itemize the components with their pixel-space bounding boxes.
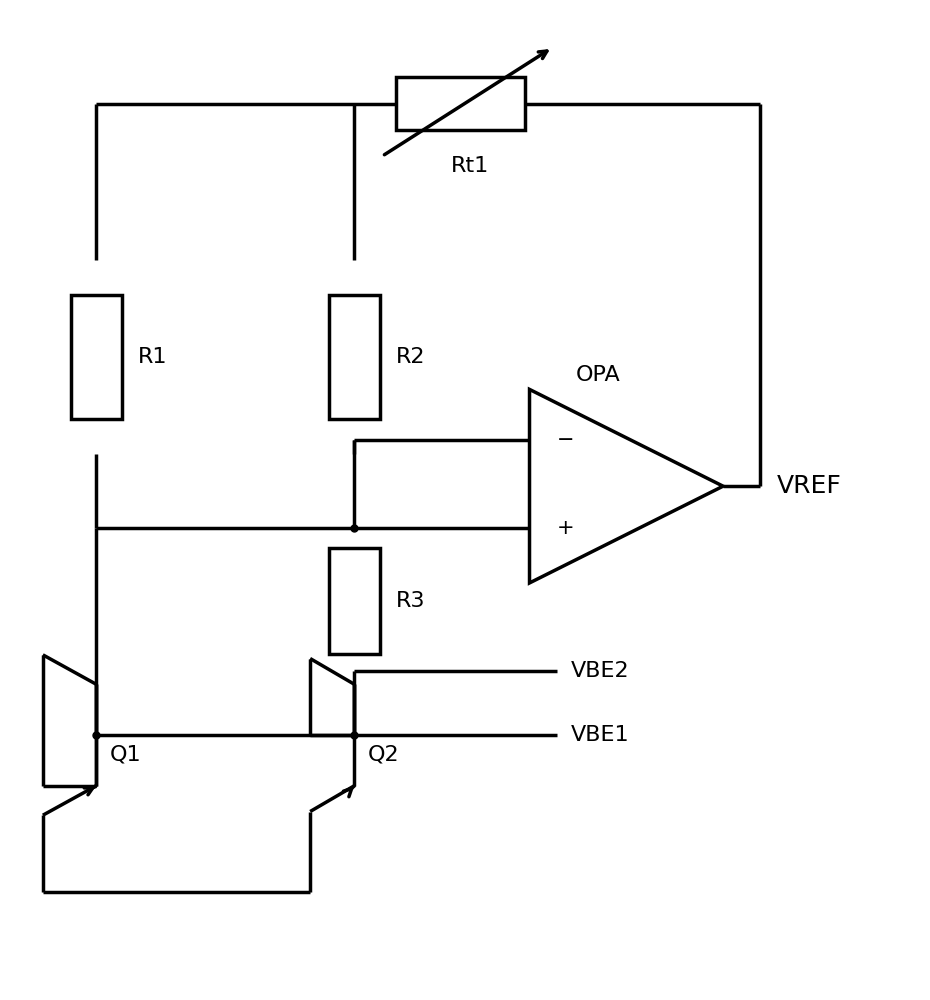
Bar — [329, 295, 379, 419]
Text: Rt1: Rt1 — [450, 156, 489, 176]
Text: R1: R1 — [139, 347, 167, 367]
Text: −: − — [557, 430, 575, 450]
Text: R2: R2 — [396, 347, 426, 367]
Text: VBE1: VBE1 — [571, 725, 630, 745]
Text: VREF: VREF — [777, 474, 842, 498]
Bar — [71, 295, 122, 419]
Text: Q1: Q1 — [110, 744, 141, 764]
Text: OPA: OPA — [576, 365, 620, 385]
Bar — [329, 548, 379, 654]
Bar — [396, 77, 525, 130]
Text: R3: R3 — [396, 591, 426, 611]
Text: VBE2: VBE2 — [571, 661, 630, 681]
Text: Q2: Q2 — [368, 744, 400, 764]
Text: +: + — [557, 518, 575, 538]
Polygon shape — [529, 389, 723, 583]
